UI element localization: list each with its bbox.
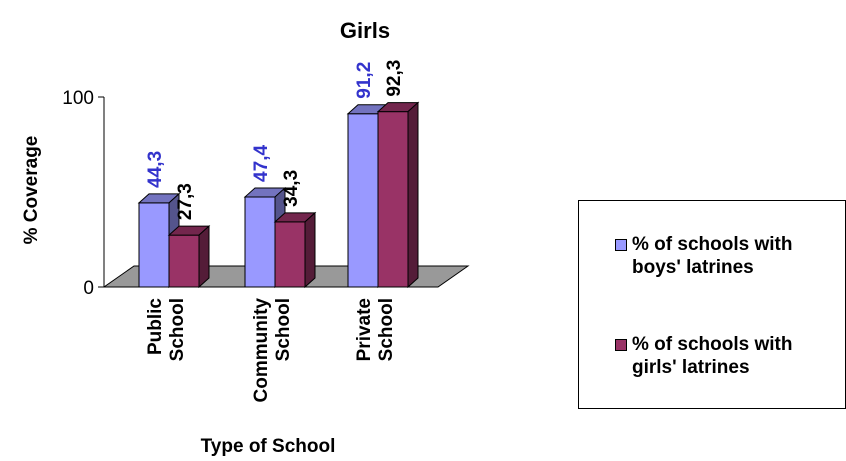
category-label: School [273, 298, 294, 361]
chart-legend: % of schools with boys' latrines % of sc… [578, 200, 846, 409]
category-label: School [167, 298, 188, 361]
category-label: Public [145, 298, 166, 355]
bar-boys-0 [138, 202, 170, 288]
y-tick-label: 0 [83, 278, 94, 299]
category-label: Private [354, 298, 375, 361]
data-label: 47,4 [251, 145, 272, 182]
bar-boys-2 [347, 113, 379, 288]
data-label: 92,3 [384, 60, 405, 97]
bar-girls-1 [274, 221, 306, 288]
y-tick-label: 100 [62, 88, 94, 109]
data-label: 27,3 [175, 183, 196, 220]
data-label: 91,2 [354, 62, 375, 99]
category-label: School [376, 298, 397, 361]
legend-swatch-girls [615, 339, 627, 351]
legend-label-boys: % of schools with boys' latrines [632, 234, 793, 278]
legend-swatch-boys [615, 239, 627, 251]
bar-girls-2 [377, 111, 409, 288]
category-label: Community [251, 298, 272, 403]
bar-boys-1 [244, 196, 276, 288]
chart-title: Girls [340, 18, 390, 43]
bar-side-face [198, 225, 210, 289]
bar-girls-0 [168, 234, 200, 288]
bar-side-face [407, 101, 419, 289]
data-label: 34,3 [281, 170, 302, 207]
bar-side-face [304, 211, 316, 289]
legend-label-girls: % of schools with girls' latrines [632, 334, 793, 378]
y-axis-label: % Coverage [21, 136, 42, 245]
x-axis-label: Type of School [201, 436, 336, 457]
data-label: 44,3 [145, 151, 166, 188]
